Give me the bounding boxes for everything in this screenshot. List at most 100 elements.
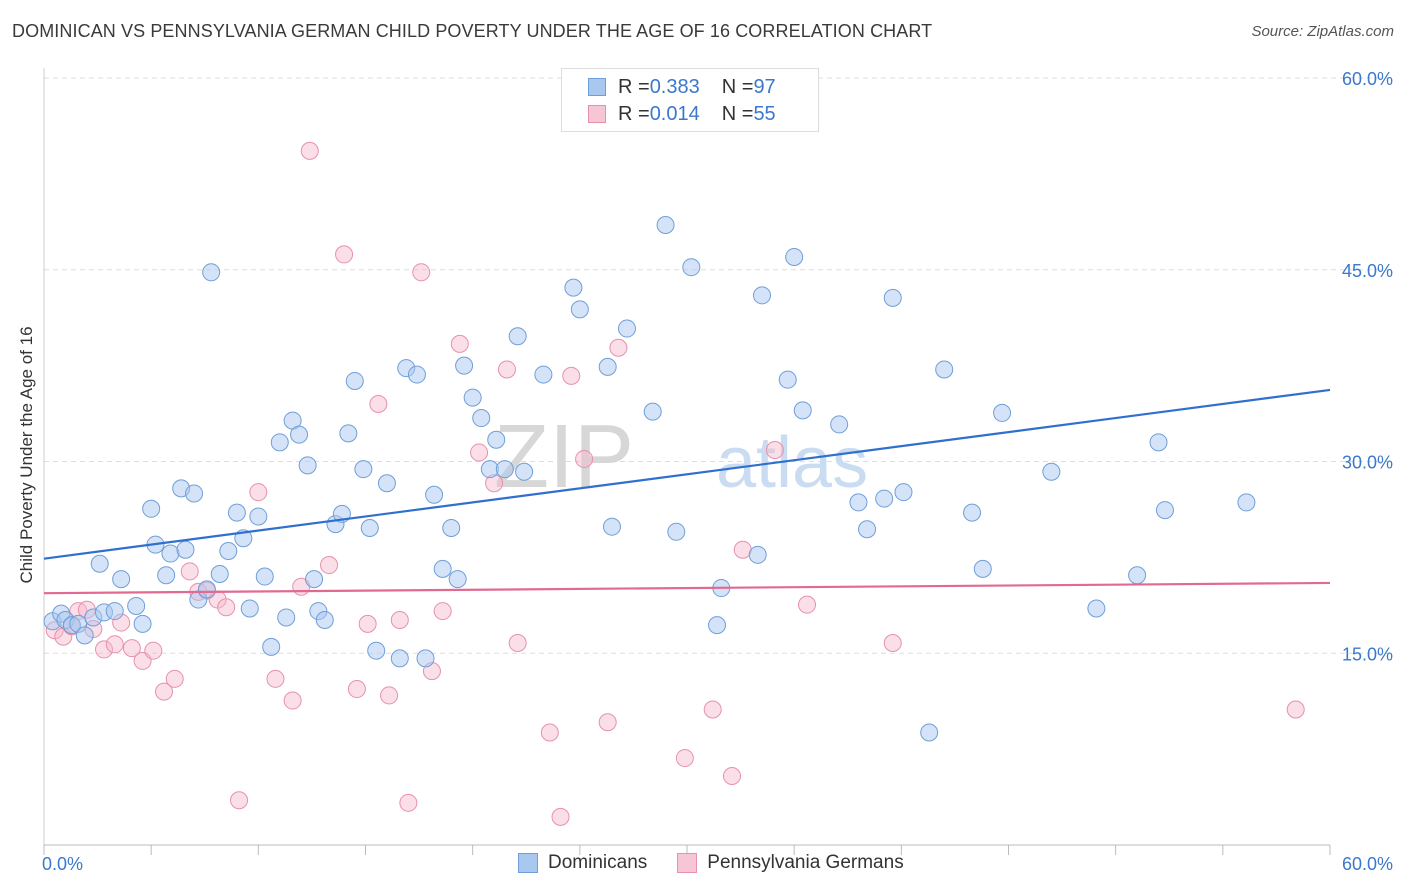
dominican-point [894,483,913,502]
legend-swatch-pink [588,105,606,123]
dominican-point [1237,493,1256,512]
dominican-point [793,401,812,420]
pennsylvania-german-point [249,483,268,502]
pennsylvania-german-point [122,639,141,658]
dominican-point [463,388,482,407]
pennsylvania-germans-points [45,141,1305,826]
legend-label-pennsylvania-germans: Pennsylvania Germans [707,852,904,873]
dominican-point [1042,462,1061,481]
dominican-point [1149,433,1168,452]
dominican-point [105,602,124,621]
dominican-point [202,263,221,282]
pennsylvania-german-point [598,713,617,732]
dominican-point [416,649,435,668]
dominican-point [277,608,296,627]
dominican-point [564,278,583,297]
pennsylvania-german-point [798,595,817,614]
pennsylvania-german-point [1286,700,1305,719]
dominican-point [858,520,877,539]
pennsylvania-german-point [675,749,694,768]
dominican-point [377,474,396,493]
dominican-point [142,499,161,518]
pennsylvania-german-point [155,682,174,701]
pennsylvania-germans-trend-line [43,581,1331,595]
dominican-point [1128,566,1147,585]
legend-r-label: R = [618,102,650,125]
legend-swatch-blue [518,853,538,873]
dominican-point [508,327,527,346]
pennsylvania-german-point [358,614,377,633]
dominican-point [360,518,379,537]
x-tick-label: 0.0% [42,854,83,874]
dominican-point [920,723,939,742]
dominican-point [407,365,426,384]
dominican-point [598,357,617,376]
dominican-point [778,370,797,389]
grid-layer [44,77,1394,654]
pennsylvania-german-point [369,394,388,413]
dominican-point [656,216,675,235]
dominicans-trend-line [43,388,1331,560]
dominican-point [315,611,334,630]
dominican-point [570,300,589,319]
dominican-point [112,570,131,589]
dominican-point [993,403,1012,422]
dominican-point [455,356,474,375]
dominican-point [249,507,268,526]
dominican-point [480,460,499,479]
pennsylvania-german-point [575,449,594,468]
pennsylvania-german-point [497,360,516,379]
legend-n-value: 55 [753,102,776,125]
dominican-point [1087,599,1106,618]
pennsylvania-german-point [105,635,124,654]
legend-swatch-pink [677,853,698,873]
pennsylvania-german-point [266,669,285,688]
pennsylvania-german-point [470,443,489,462]
pennsylvania-german-point [609,338,628,357]
pennsylvania-german-point [95,640,114,659]
series-legend: Dominicans Pennsylvania Germans [518,852,934,874]
dominican-point [875,489,894,508]
dominican-point [515,462,534,481]
pennsylvania-german-point [180,562,199,581]
dominican-point [197,580,216,599]
dominican-point [849,493,868,512]
dominican-point [354,460,373,479]
dominican-point [270,433,289,452]
dominican-point [617,319,636,338]
legend-n-label: N = [721,75,754,98]
dominican-point [127,596,146,615]
dominican-point [345,371,364,390]
pennsylvania-german-point [551,807,570,826]
pennsylvania-german-point [723,766,742,785]
dominican-point [305,570,324,589]
correlation-legend: R = 0.383 N = 97 R = 0.014 N = 55 [561,68,819,132]
dominican-point [185,484,204,503]
y-tick-label: 45.0% [1342,261,1393,281]
dominican-point [534,365,553,384]
dominican-point [90,554,109,573]
dominican-point [262,637,281,656]
dominican-point [495,460,514,479]
dominican-point [227,503,246,522]
pennsylvania-german-point [508,634,527,653]
pennsylvania-german-point [144,641,163,660]
pennsylvania-german-point [300,141,319,160]
dominican-point [667,522,686,541]
legend-label-dominicans: Dominicans [548,852,648,873]
dominican-point [176,540,195,559]
dominican-point [708,616,727,635]
pennsylvania-german-point [450,334,469,353]
pennsylvania-german-point [230,791,249,810]
legend-n-value: 97 [753,75,776,98]
dominican-point [935,360,954,379]
y-axis-label: Child Poverty Under the Age of 16 [17,326,36,584]
pennsylvania-german-point [283,691,302,710]
dominican-point [785,247,804,266]
pennsylvania-german-point [540,723,559,742]
dominican-point [255,567,274,586]
chart-title: DOMINICAN VS PENNSYLVANIA GERMAN CHILD P… [12,21,933,41]
legend-swatch-blue [588,78,606,96]
pennsylvania-german-point [347,680,366,699]
pennsylvania-german-point [562,366,581,385]
